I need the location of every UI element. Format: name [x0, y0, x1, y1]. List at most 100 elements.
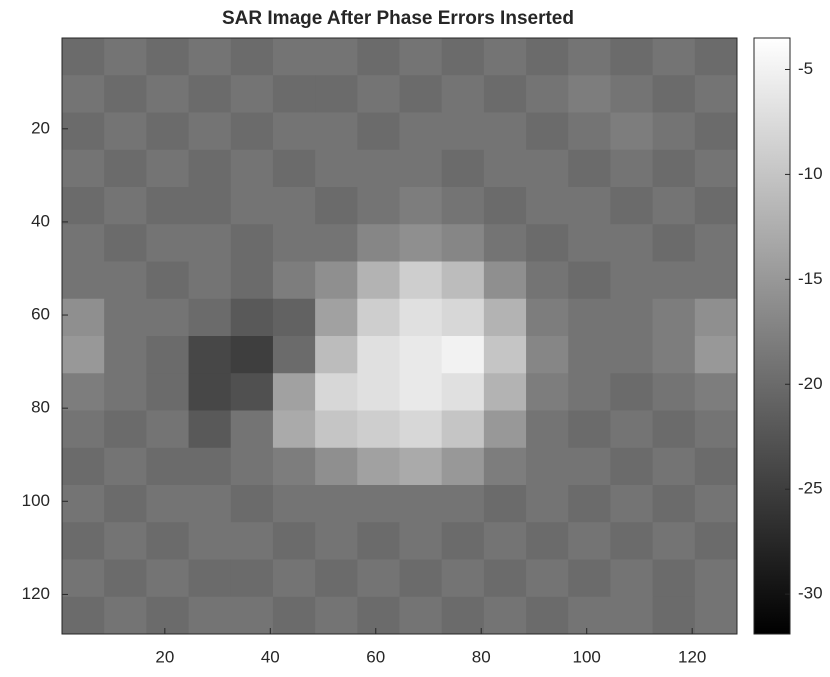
cell — [357, 411, 400, 449]
cell — [231, 299, 274, 337]
cell — [231, 262, 274, 300]
cell — [695, 224, 738, 262]
cell — [273, 522, 316, 560]
cell — [568, 75, 611, 113]
cell — [357, 597, 400, 635]
cell — [62, 336, 105, 374]
cell — [62, 522, 105, 560]
cell — [315, 485, 358, 523]
cell — [568, 262, 611, 300]
cell — [189, 597, 232, 635]
cell — [189, 224, 232, 262]
cell — [442, 373, 485, 411]
cell — [442, 187, 485, 225]
cell — [442, 560, 485, 598]
cell — [610, 597, 653, 635]
cell — [400, 411, 443, 449]
cell — [62, 150, 105, 188]
y-tick-label: 80 — [31, 398, 50, 417]
cell — [315, 522, 358, 560]
cell — [104, 187, 147, 225]
cell — [146, 336, 189, 374]
cell — [610, 336, 653, 374]
cell — [526, 522, 569, 560]
cell — [653, 560, 696, 598]
cell — [400, 485, 443, 523]
x-tick-label: 80 — [472, 647, 491, 666]
cell — [104, 522, 147, 560]
cell — [442, 522, 485, 560]
cell — [231, 597, 274, 635]
y-tick-label: 20 — [31, 118, 50, 137]
cell — [62, 224, 105, 262]
cell — [695, 262, 738, 300]
cell — [610, 224, 653, 262]
colorbar-tick-label: -20 — [798, 374, 823, 393]
cell — [695, 597, 738, 635]
cell — [189, 38, 232, 76]
cell — [484, 150, 527, 188]
cell — [695, 75, 738, 113]
cell — [273, 597, 316, 635]
cell — [400, 262, 443, 300]
cell — [231, 448, 274, 486]
cell — [695, 150, 738, 188]
cell — [400, 75, 443, 113]
cell — [484, 560, 527, 598]
cell — [653, 448, 696, 486]
cell — [231, 150, 274, 188]
cell — [315, 597, 358, 635]
page: SAR Image After Phase Errors Inserted 20… — [0, 0, 830, 677]
cell — [273, 299, 316, 337]
cell — [484, 448, 527, 486]
colorbar-tick-label: -10 — [798, 164, 823, 183]
cell — [568, 38, 611, 76]
cell — [315, 411, 358, 449]
cell — [653, 485, 696, 523]
cell — [695, 187, 738, 225]
cell — [484, 113, 527, 151]
cell — [610, 38, 653, 76]
cell — [146, 75, 189, 113]
cell — [442, 448, 485, 486]
cell — [653, 299, 696, 337]
cell — [400, 373, 443, 411]
cell — [273, 38, 316, 76]
cell — [695, 485, 738, 523]
cell — [231, 336, 274, 374]
cell — [231, 187, 274, 225]
cell — [484, 262, 527, 300]
cell — [104, 299, 147, 337]
cell — [231, 75, 274, 113]
cell — [104, 224, 147, 262]
cell — [189, 485, 232, 523]
cell — [146, 113, 189, 151]
cell — [357, 560, 400, 598]
cell — [610, 411, 653, 449]
cell — [104, 373, 147, 411]
cell — [273, 262, 316, 300]
cell — [400, 187, 443, 225]
cell — [104, 262, 147, 300]
cell — [526, 38, 569, 76]
cell — [146, 597, 189, 635]
cell — [526, 262, 569, 300]
cell — [568, 299, 611, 337]
cell — [357, 262, 400, 300]
cell — [568, 113, 611, 151]
cell — [231, 113, 274, 151]
cell — [357, 187, 400, 225]
cell — [484, 336, 527, 374]
cell — [273, 485, 316, 523]
cell — [231, 373, 274, 411]
cell — [653, 373, 696, 411]
cell — [62, 75, 105, 113]
cell — [568, 597, 611, 635]
cell — [273, 448, 316, 486]
cell — [104, 38, 147, 76]
cell — [568, 373, 611, 411]
cell — [653, 187, 696, 225]
y-tick-label: 100 — [22, 491, 50, 510]
cell — [273, 187, 316, 225]
cell — [62, 113, 105, 151]
